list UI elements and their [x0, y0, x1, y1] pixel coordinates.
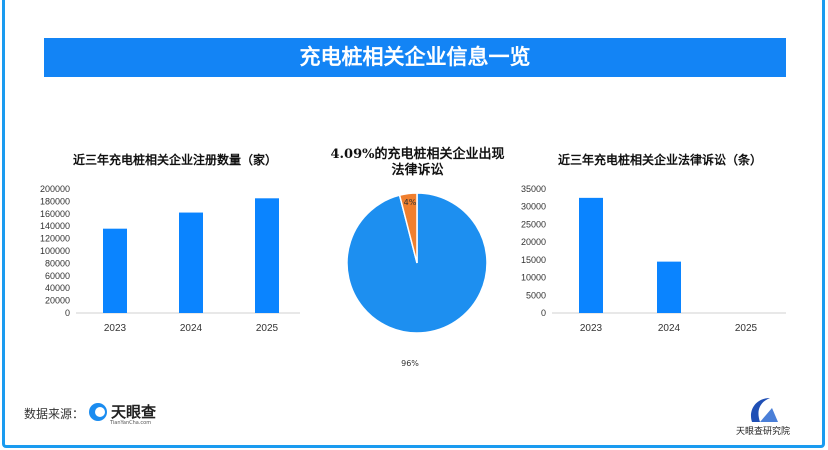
chart3-title: 近三年充电桩相关企业法律诉讼（条）	[557, 153, 762, 167]
x-tick-label: 2025	[735, 323, 758, 334]
y-tick-label: 25000	[521, 219, 546, 229]
pie-label-minor: 4%	[404, 198, 417, 207]
pie-slice-4%	[398, 192, 418, 264]
y-tick-label: 120000	[40, 234, 70, 244]
y-tick-label: 180000	[40, 196, 70, 206]
bar-2023	[579, 197, 603, 313]
bar-2024	[179, 212, 203, 313]
page-title: 充电桩相关企业信息一览	[44, 38, 786, 77]
y-tick-label: 20000	[521, 237, 546, 247]
y-tick-label: 35000	[521, 184, 546, 194]
y-tick-label: 160000	[40, 209, 70, 219]
y-tick-label: 200000	[40, 184, 70, 194]
bar-2024	[657, 261, 681, 313]
x-tick-label: 2023	[580, 323, 603, 334]
x-tick-label: 2024	[658, 323, 681, 334]
y-tick-label: 10000	[521, 273, 546, 283]
y-tick-label: 0	[541, 308, 546, 318]
y-tick-label: 30000	[521, 202, 546, 212]
logo-sub: TianYanCha.com	[110, 420, 152, 426]
y-tick-label: 40000	[45, 283, 70, 293]
source-label: 数据来源：	[24, 407, 85, 421]
institute-icon	[750, 398, 778, 422]
y-tick-label: 80000	[45, 258, 70, 268]
x-tick-label: 2025	[256, 323, 279, 334]
bar-2025	[255, 198, 279, 313]
chart2-title: 4.09%的充电桩相关企业出现法律诉讼	[330, 147, 505, 178]
y-tick-label: 140000	[40, 221, 70, 231]
logo-icon	[89, 402, 107, 421]
institute-logo: 天眼查研究院	[728, 396, 798, 437]
y-tick-label: 0	[65, 308, 70, 318]
y-tick-label: 15000	[521, 255, 546, 265]
x-tick-label: 2024	[180, 323, 203, 334]
y-tick-label: 5000	[526, 290, 546, 300]
y-tick-label: 100000	[40, 246, 70, 256]
tianyancha-logo: 天眼查 TianYanCha.com	[88, 401, 157, 426]
chart1-title: 近三年充电桩相关企业注册数量（家）	[72, 153, 277, 167]
y-tick-label: 20000	[45, 296, 70, 306]
pie-label-main: 96%	[401, 359, 419, 368]
institute-name: 天眼查研究院	[735, 427, 790, 437]
bar-2023	[103, 228, 127, 313]
x-tick-label: 2023	[104, 323, 127, 334]
logo-name: 天眼查	[111, 403, 157, 421]
y-tick-label: 60000	[45, 271, 70, 281]
